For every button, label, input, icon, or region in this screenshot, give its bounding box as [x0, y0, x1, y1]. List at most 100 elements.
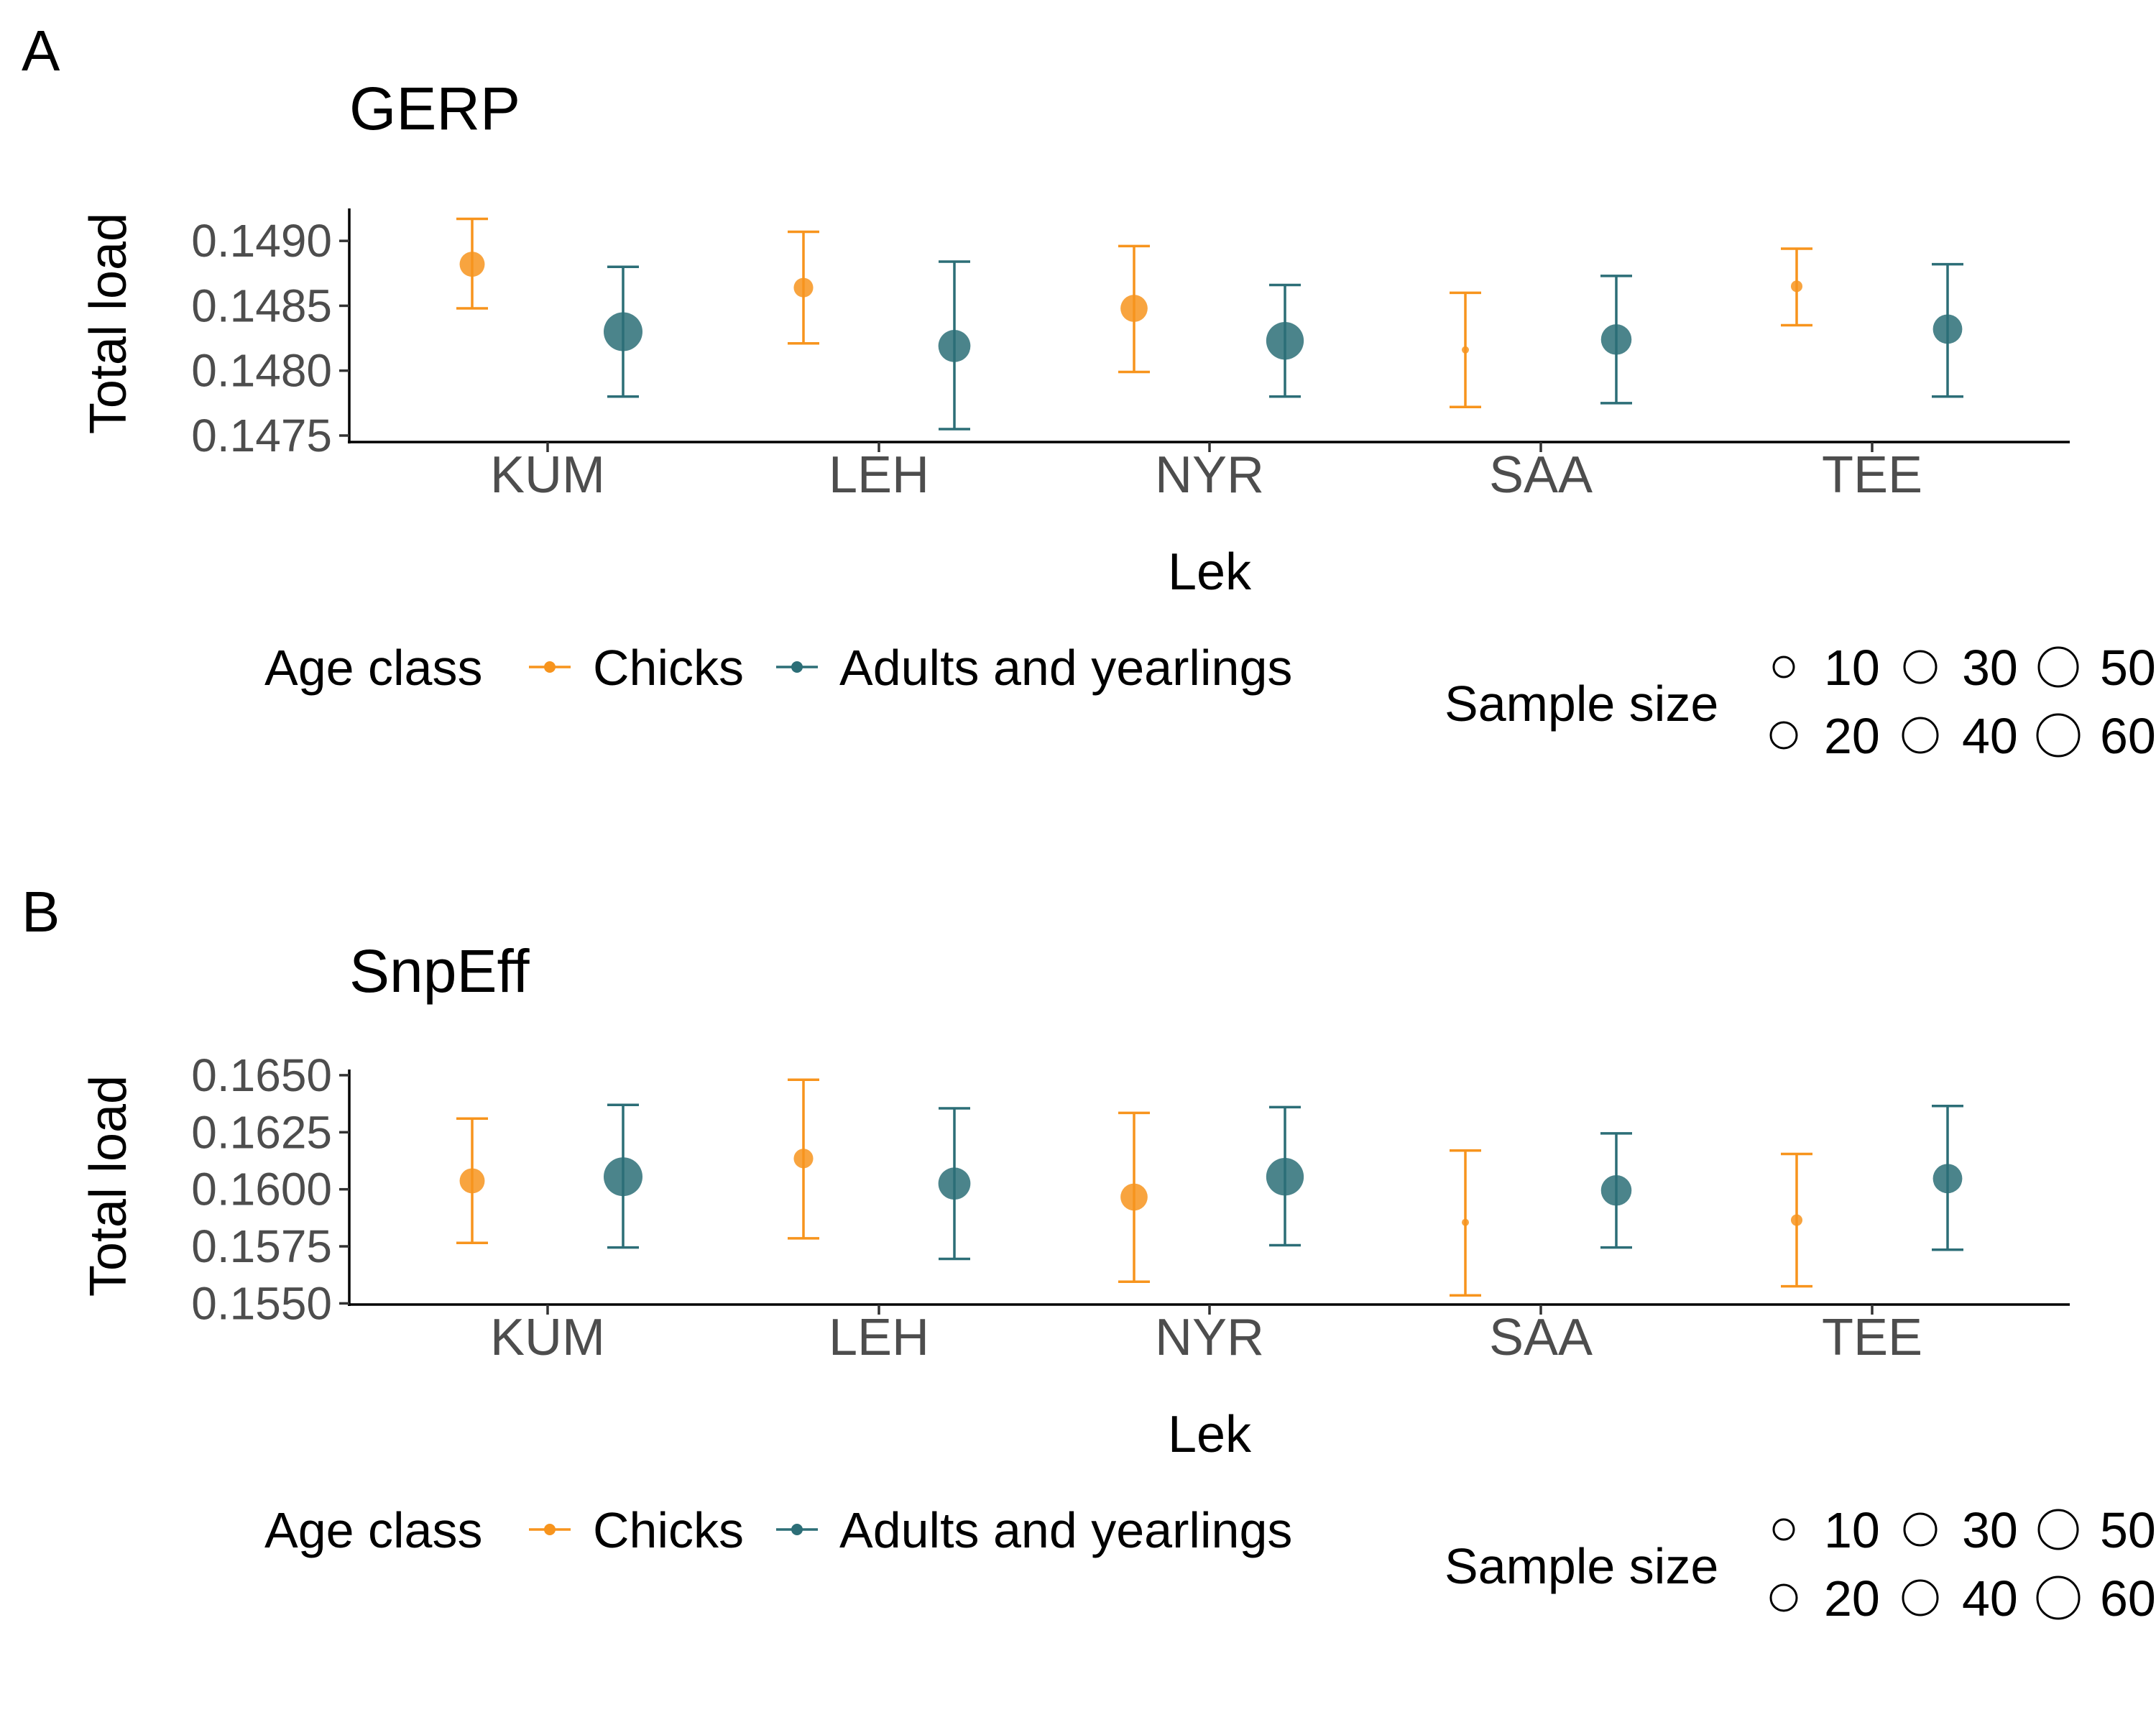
errorbar-chicks-saa: [1450, 291, 1481, 408]
errorbar-adults-nyr: [1266, 283, 1304, 398]
legend-size-label-30-b: 30: [1962, 1502, 2018, 1558]
legend-size-10-b: [1772, 1518, 1795, 1541]
y-tick-label: 0.1625: [191, 1106, 332, 1158]
x-tick-label: KUM: [490, 1309, 605, 1366]
x-axis-label-b: Lek: [1168, 1406, 1252, 1463]
x-tick-label: NYR: [1155, 1309, 1264, 1366]
errorbar-adults-saa: [1600, 1132, 1632, 1249]
x-tick-label: TEE: [1822, 446, 1922, 504]
legend-size-label-40-b: 40: [1962, 1570, 2018, 1627]
legend-size-label-60-a: 60: [2100, 708, 2156, 764]
point-adults-saa: [1600, 1174, 1632, 1206]
y-tick-label: 0.1490: [191, 215, 332, 267]
legend-size-label-10-b: 10: [1824, 1502, 1880, 1558]
x-tick-label: TEE: [1822, 1309, 1922, 1366]
point-chicks-kum: [459, 252, 485, 277]
x-tick-label: NYR: [1155, 446, 1264, 504]
legend-key-adults-a: [776, 661, 818, 673]
point-adults-kum: [604, 1157, 642, 1197]
point-chicks-saa: [1462, 1218, 1469, 1226]
errorbar-adults-leh: [938, 1107, 971, 1261]
y-tick-label: 0.1575: [191, 1220, 332, 1272]
errorbar-adults-saa: [1600, 275, 1632, 405]
point-adults-nyr: [1266, 322, 1304, 360]
legend-adults-dot: [791, 661, 803, 673]
errorbar-chicks-saa: [1450, 1149, 1481, 1297]
x-tick-label: LEH: [829, 446, 929, 504]
point-adults-leh: [938, 330, 971, 362]
y-tick-label: 0.1550: [191, 1277, 332, 1329]
legend-adults-dot: [791, 1524, 803, 1535]
legend-size-label-40-a: 40: [1962, 708, 2018, 764]
errorbar-adults-tee: [1932, 262, 1963, 398]
x-axis-label-a: Lek: [1168, 543, 1252, 601]
panel-letter-a: A: [22, 19, 60, 83]
legend-key-chicks-b: [529, 1524, 571, 1535]
legend-label-chicks-b: Chicks: [593, 1502, 744, 1558]
legend-size-10-a: [1772, 656, 1795, 678]
point-adults-saa: [1600, 324, 1632, 355]
y-tick-label: 0.1600: [191, 1164, 332, 1215]
legend-size-30-a: [1903, 650, 1938, 684]
legend-size-title-b: Sample size: [1445, 1538, 1718, 1594]
panel-letter-b: B: [22, 880, 60, 944]
legend-label-chicks-a: Chicks: [593, 640, 744, 696]
legend-size-label-10-a: 10: [1824, 640, 1880, 696]
y-tick-label: 0.1480: [191, 345, 332, 397]
point-adults-kum: [604, 312, 642, 351]
point-chicks-nyr: [1120, 1183, 1148, 1211]
errorbar-adults-kum: [604, 265, 642, 398]
point-adults-leh: [938, 1167, 971, 1200]
panel-b: B SnpEff 0.15500.15750.16000.16250.1650 …: [22, 880, 2156, 1627]
y-tick-label: 0.1485: [191, 280, 332, 331]
point-chicks-saa: [1462, 346, 1469, 354]
errorbar-chicks-tee: [1781, 247, 1812, 327]
legend-size-title-a: Sample size: [1445, 676, 1718, 732]
y-axis-label-a: Total load: [80, 213, 137, 434]
errorbar-adults-leh: [938, 260, 971, 431]
legend-label-adults-a: Adults and yearlings: [839, 640, 1292, 696]
x-tick-label: LEH: [829, 1309, 929, 1366]
legend-sample-size-a: Sample size 10 20 30 40 50 60: [1445, 640, 2156, 764]
legend-size-40-b: [1902, 1579, 1939, 1616]
panel-a: A GERP 0.1475 0.1480 0.1485 0.1490 KUM LEH NY…: [22, 19, 2156, 764]
legend-chicks-dot: [544, 1524, 556, 1535]
legend-key-chicks-a: [529, 661, 571, 673]
point-chicks-nyr: [1120, 295, 1148, 322]
y-tick-label: 0.1475: [191, 410, 332, 461]
x-tick-label: SAA: [1489, 1309, 1593, 1366]
legend-color-title-a: Age class: [264, 640, 482, 696]
legend-age-class-a: Age class Chicks Adults and yearlings: [264, 640, 1292, 696]
legend-label-adults-b: Adults and yearlings: [839, 1502, 1292, 1558]
chart-title-a: GERP: [349, 75, 520, 142]
errorbar-chicks-leh: [788, 230, 819, 345]
errorbar-adults-kum: [604, 1103, 642, 1249]
point-adults-tee: [1932, 1164, 1963, 1194]
y-tick-label: 0.1650: [191, 1049, 332, 1101]
x-ticks-a: KUM LEH NYR SAA TEE: [490, 442, 1922, 504]
legend-size-60-b: [2036, 1576, 2081, 1620]
x-tick-label: SAA: [1489, 446, 1593, 504]
legend-size-label-30-a: 30: [1962, 640, 2018, 696]
errorbar-chicks-kum: [456, 1117, 488, 1245]
chart-title-b: SnpEff: [349, 937, 530, 1005]
errorbar-chicks-tee: [1781, 1152, 1812, 1288]
point-chicks-tee: [1790, 1214, 1803, 1226]
legend-sample-size-b: Sample size 10 20 30 40 50 60: [1445, 1502, 2156, 1627]
point-chicks-leh: [793, 277, 814, 298]
legend-age-class-b: Age class Chicks Adults and yearlings: [264, 1502, 1292, 1558]
legend-size-20-b: [1769, 1583, 1798, 1612]
legend-size-40-a: [1902, 717, 1939, 754]
legend-size-label-60-b: 60: [2100, 1570, 2156, 1627]
legend-key-adults-b: [776, 1524, 818, 1535]
x-ticks-b: KUM LEH NYR SAA TEE: [490, 1305, 1922, 1366]
point-adults-nyr: [1266, 1158, 1304, 1196]
x-tick-label: KUM: [490, 446, 605, 504]
legend-chicks-dot: [544, 661, 556, 673]
legend-size-50-b: [2037, 1509, 2079, 1550]
point-chicks-leh: [793, 1149, 814, 1169]
y-axis-label-b: Total load: [80, 1075, 137, 1297]
legend-size-30-b: [1903, 1512, 1938, 1547]
